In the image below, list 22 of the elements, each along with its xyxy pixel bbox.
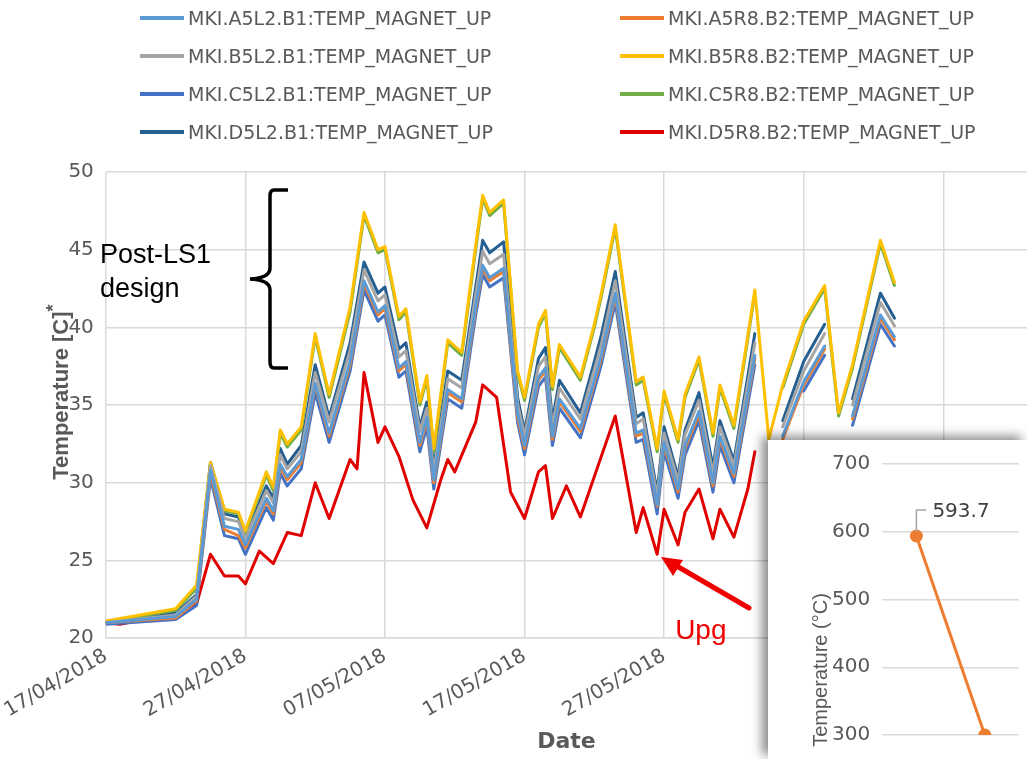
legend-label: MKI.C5R8.B2:TEMP_MAGNET_UP <box>668 83 975 105</box>
y-tick-label: 400 <box>831 653 871 678</box>
legend-label: MKI.A5L2.B1:TEMP_MAGNET_UP <box>188 7 492 29</box>
y-tick-label: 25 <box>68 546 94 571</box>
annotation: Upg <box>675 614 727 647</box>
y-tick-label: 45 <box>68 235 94 260</box>
legend-label: MKI.B5L2.B1:TEMP_MAGNET_UP <box>188 45 492 67</box>
y-tick-label: 20 <box>68 624 94 649</box>
y-tick-label: 300 <box>831 721 871 746</box>
legend-label: MKI.C5L2.B1:TEMP_MAGNET_UP <box>188 83 492 105</box>
y-tick-label: 50 <box>68 158 94 183</box>
legend-label: MKI.B5R8.B2:TEMP_MAGNET_UP <box>668 45 974 67</box>
y-tick-label: 600 <box>831 517 871 542</box>
legend-label: MKI.A5R8.B2:TEMP_MAGNET_UP <box>668 7 974 29</box>
annotation: Post-LS1 design <box>100 238 213 305</box>
data-label: 593.7 <box>932 498 990 523</box>
y-tick-label: 500 <box>831 585 871 610</box>
x-axis-title: Date <box>537 727 596 753</box>
y-axis-title: Temperature (°C) <box>808 593 832 747</box>
y-tick-label: 700 <box>831 450 871 475</box>
legend-label: MKI.D5R8.B2:TEMP_MAGNET_UP <box>668 121 976 143</box>
legend-label: MKI.D5L2.B1:TEMP_MAGNET_UP <box>188 121 493 143</box>
